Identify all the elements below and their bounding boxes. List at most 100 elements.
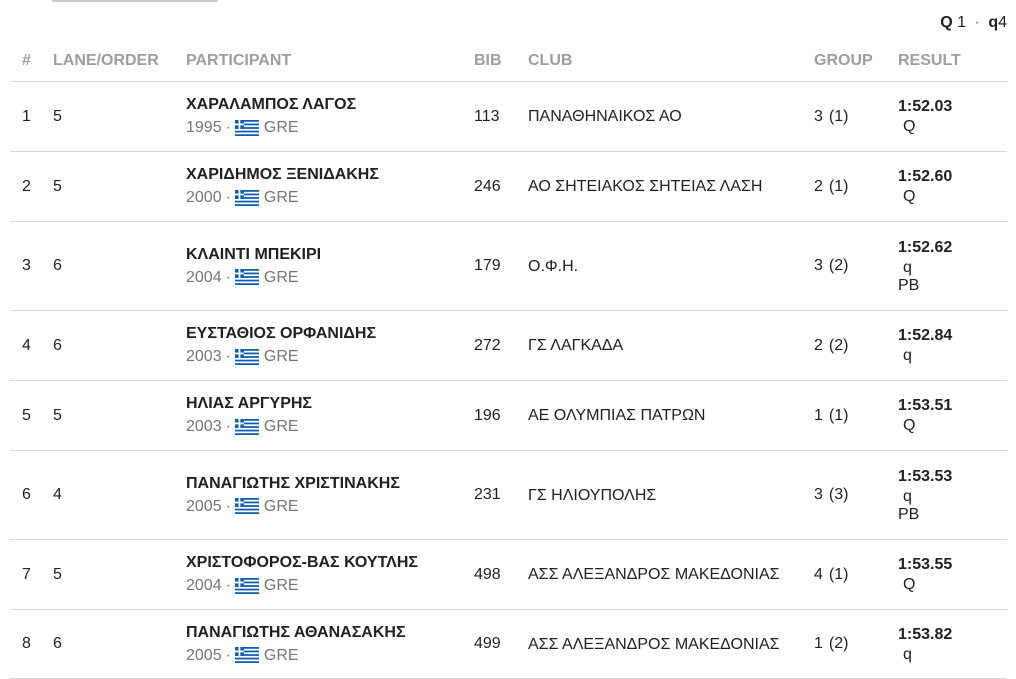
- group-number: 3: [814, 257, 823, 274]
- qualification-mark: Q: [903, 417, 916, 434]
- header-rank[interactable]: #: [10, 40, 53, 82]
- club-cell: ΓΣ ΛΑΓΚΑΔΑ: [528, 310, 814, 381]
- greece-flag-icon: [234, 647, 259, 663]
- meta-separator: ·: [225, 119, 231, 136]
- country-code: GRE: [263, 646, 299, 664]
- greece-flag-icon: [234, 498, 259, 514]
- group-number: 3: [814, 486, 823, 503]
- club-cell: ΑΕ ΟΛΥΜΠΙΑΣ ΠΑΤΡΩΝ: [528, 380, 814, 451]
- bib-cell: 113: [474, 81, 528, 152]
- table-row[interactable]: 5 5 ΗΛΙΑΣ ΑΡΓΥΡΗΣ 2003 · GRE 196 ΑΕ ΟΛΥΜΠΙΑΣ ΠΑ…: [10, 380, 1007, 451]
- result-cell: 1:53.82 q: [898, 609, 1007, 679]
- bib-cell: 196: [474, 380, 528, 451]
- table-row[interactable]: 1 5 ΧΑΡΑΛΑΜΠΟΣ ΛΑΓΟΣ 1995 · GRE 113 ΠΑΝΑΘΗΝΑΙΚΟ…: [10, 81, 1007, 152]
- rank-cell: 4: [10, 310, 53, 381]
- athlete-name[interactable]: ΧΑΡΙΔΗΜΟΣ ΞΕΝΙΔΑΚΗΣ: [186, 166, 379, 183]
- qualifier-summary: Q 1 · q4: [940, 14, 1007, 32]
- result-time: 1:53.51: [898, 397, 953, 414]
- meta-separator: ·: [225, 646, 231, 664]
- club-cell: ΓΣ ΗΛΙΟΥΠΟΛΗΣ: [528, 450, 814, 540]
- header-bib[interactable]: BIB: [474, 40, 528, 82]
- header-result[interactable]: RESULT: [898, 40, 1007, 82]
- group-number: 2: [814, 336, 823, 354]
- bib-cell: 498: [474, 539, 528, 610]
- athlete-name[interactable]: ΠΑΝΑΓΙΩΤΗΣ ΧΡΙΣΤΙΝΑΚΗΣ: [186, 474, 400, 492]
- rank-cell: 5: [10, 380, 53, 451]
- table-row[interactable]: 7 5 ΧΡΙΣΤΟΦΟΡΟΣ-ΒΑΣ ΚΟΥΤΛΗΣ 2004 · GRE 498 ΑΣΣ …: [10, 539, 1007, 610]
- qualification-mark: q: [903, 347, 912, 364]
- greece-flag-icon: [234, 119, 259, 136]
- group-cell: 4 (1): [814, 539, 898, 610]
- table-row[interactable]: 3 6 ΚΛΑΙΝΤΙ ΜΠΕΚΙΡΙ 2004 · GRE 179 Ο.Φ.Η. 3 (2) 1:…: [10, 221, 1007, 311]
- greece-flag-icon: [234, 577, 259, 594]
- country-code: GRE: [263, 418, 299, 435]
- table-row[interactable]: 8 6 ΠΑΝΑΓΙΩΤΗΣ ΑΘΑΝΑΣΑΚΗΣ 2005 · GRE 499 ΑΣΣ ΑΛ…: [10, 609, 1007, 679]
- group-cell: 1 (2): [814, 609, 898, 679]
- result-time: 1:53.53: [898, 467, 953, 485]
- greece-flag-icon: [234, 269, 259, 285]
- qualification-mark: Q: [903, 188, 916, 205]
- participant-cell: ΠΑΝΑΓΙΩΤΗΣ ΑΘΑΝΑΣΑΚΗΣ 2005 · GRE: [186, 609, 474, 679]
- country-code: GRE: [263, 577, 299, 594]
- rank-cell: 2: [10, 151, 53, 222]
- group-number: 2: [814, 177, 823, 195]
- birth-year: 2003: [186, 348, 222, 365]
- greece-flag-icon: [234, 189, 259, 206]
- q-lower-count: 4: [998, 14, 1007, 31]
- q-lower-label: q: [988, 14, 999, 31]
- meta-separator: ·: [225, 418, 231, 435]
- club-cell: ΑΣΣ ΑΛΕΞΑΝΔΡΟΣ ΜΑΚΕΔΟΝΙΑΣ: [528, 539, 814, 610]
- participant-cell: ΗΛΙΑΣ ΑΡΓΥΡΗΣ 2003 · GRE: [186, 380, 474, 451]
- rank-cell: 6: [10, 450, 53, 540]
- club-cell: Ο.Φ.Η.: [528, 221, 814, 311]
- birth-year: 2003: [186, 418, 222, 435]
- group-cell: 3 (1): [814, 81, 898, 152]
- table-row[interactable]: 6 4 ΠΑΝΑΓΙΩΤΗΣ ΧΡΙΣΤΙΝΑΚΗΣ 2005 · GRE 231 ΓΣ ΗΛ…: [10, 450, 1007, 540]
- birth-year: 2005: [186, 646, 222, 664]
- athlete-name[interactable]: ΠΑΝΑΓΙΩΤΗΣ ΑΘΑΝΑΣΑΚΗΣ: [186, 623, 406, 641]
- lane-cell: 6: [53, 609, 186, 679]
- athlete-meta: 2005 · GRE: [186, 644, 474, 667]
- rank-cell: 1: [10, 81, 53, 152]
- group-position: (2): [828, 635, 849, 652]
- athlete-name[interactable]: ΚΛΑΙΝΤΙ ΜΠΕΚΙΡΙ: [186, 245, 322, 263]
- header-lane[interactable]: LANE/ORDER: [53, 40, 186, 82]
- participant-cell: ΧΑΡΑΛΑΜΠΟΣ ΛΑΓΟΣ 1995 · GRE: [186, 81, 474, 152]
- country-code: GRE: [263, 348, 299, 365]
- athlete-meta: 2000 · GRE: [186, 186, 474, 209]
- qualification-mark: Q: [903, 576, 916, 593]
- country-code: GRE: [263, 497, 299, 515]
- qualification-mark: q: [903, 645, 912, 663]
- result-cell: 1:53.51 Q: [898, 380, 1007, 451]
- header-club[interactable]: CLUB: [528, 40, 814, 82]
- athlete-name[interactable]: ΗΛΙΑΣ ΑΡΓΥΡΗΣ: [186, 395, 313, 412]
- birth-year: 2005: [186, 497, 222, 515]
- athlete-name[interactable]: ΕΥΣΤΑΘΙΟΣ ΟΡΦΑΝΙΔΗΣ: [186, 325, 377, 342]
- athlete-name[interactable]: ΧΑΡΑΛΑΜΠΟΣ ΛΑΓΟΣ: [186, 96, 357, 113]
- result-time: 1:52.62: [898, 238, 953, 256]
- results-table: # LANE/ORDER PARTICIPANT BIB CLUB GROUP …: [10, 40, 1007, 679]
- lane-cell: 5: [53, 151, 186, 222]
- athlete-meta: 2004 · GRE: [186, 266, 474, 289]
- table-row[interactable]: 2 5 ΧΑΡΙΔΗΜΟΣ ΞΕΝΙΔΑΚΗΣ 2000 · GRE 246 ΑΟ ΣΗΤΕΙ…: [10, 151, 1007, 222]
- athlete-meta: 2003 · GRE: [186, 415, 474, 438]
- header-participant[interactable]: PARTICIPANT: [186, 40, 474, 82]
- rank-cell: 8: [10, 609, 53, 679]
- summary-dot: ·: [974, 14, 980, 31]
- result-cell: 1:52.60 Q: [898, 151, 1007, 222]
- qualification-mark: q: [903, 487, 912, 505]
- header-group[interactable]: GROUP: [814, 40, 898, 82]
- table-row[interactable]: 4 6 ΕΥΣΤΑΘΙΟΣ ΟΡΦΑΝΙΔΗΣ 2003 · GRE 272 ΓΣ ΛΑΓΚΑ…: [10, 310, 1007, 381]
- result-time: 1:53.55: [898, 556, 953, 573]
- qualification-mark: q: [903, 258, 912, 276]
- header-row: # LANE/ORDER PARTICIPANT BIB CLUB GROUP …: [10, 40, 1007, 82]
- q-upper-count: 1: [957, 14, 967, 31]
- result-cell: 1:52.62 q PB: [898, 221, 1007, 311]
- result-time: 1:52.60: [898, 168, 953, 185]
- participant-cell: ΠΑΝΑΓΙΩΤΗΣ ΧΡΙΣΤΙΝΑΚΗΣ 2005 · GRE: [186, 450, 474, 540]
- athlete-name[interactable]: ΧΡΙΣΤΟΦΟΡΟΣ-ΒΑΣ ΚΟΥΤΛΗΣ: [186, 554, 419, 571]
- birth-year: 1995: [186, 119, 222, 136]
- bib-cell: 179: [474, 221, 528, 311]
- bib-cell: 272: [474, 310, 528, 381]
- group-position: (2): [828, 336, 849, 354]
